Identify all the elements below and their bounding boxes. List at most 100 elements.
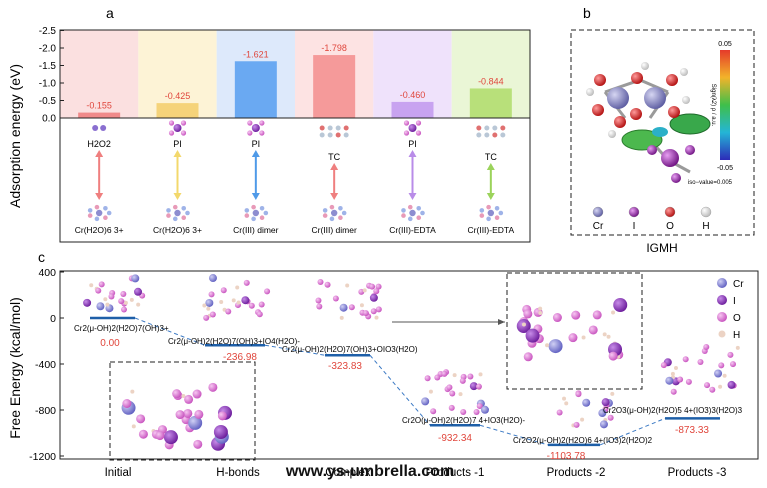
cluster-atom [575, 391, 582, 398]
host-atom [87, 208, 93, 213]
cluster-atom [571, 310, 581, 320]
y-tick-label: -1.5 [39, 61, 57, 72]
bar-value-label: -1.621 [243, 49, 269, 59]
cluster-atom [184, 394, 194, 404]
inset-pointer-arrowhead [498, 319, 505, 325]
state-formula: Cr2(μ-OH)2(H2O)7(OH)3+OIO3(H2O) [282, 345, 418, 354]
cluster-atom [568, 333, 578, 343]
cluster-atom [602, 332, 607, 337]
interaction-arrowhead-up [251, 150, 260, 157]
h2o2-oxygen [92, 125, 99, 131]
host-atom [181, 215, 187, 220]
host-atom [251, 216, 256, 222]
state-formula: Cr2O2(μ-OH)2(H2O)6 4+(IO3)2(H2O)2 [513, 436, 653, 445]
cluster-atom [248, 302, 255, 309]
cluster-atom [610, 391, 615, 396]
interaction-arrowhead-down [408, 193, 417, 200]
adsorbate-label: PI [408, 139, 417, 149]
cluster-atom [315, 297, 322, 304]
cluster-atom [446, 384, 453, 391]
legend-label-h: H [733, 330, 740, 341]
cluster-atom [601, 398, 610, 407]
cluster-atom [682, 356, 689, 363]
cluster-atom [359, 303, 364, 308]
panel-c-letter: c [38, 249, 45, 265]
tc-atom [327, 132, 333, 138]
legend-atom-h [718, 330, 726, 338]
cluster-atom [613, 297, 628, 312]
host-atom [322, 213, 328, 218]
tc-atom [319, 132, 325, 138]
cluster-atom [582, 398, 591, 407]
legend-atom-o [717, 312, 727, 322]
interaction-arrowhead-down [173, 193, 182, 200]
cluster-atom [424, 375, 431, 382]
cluster-atom [123, 300, 128, 305]
legend-label-o: O [666, 221, 674, 232]
inset-h-bonds [109, 361, 256, 461]
cluster-atom [545, 343, 550, 348]
interaction-arrowhead-up [95, 150, 104, 157]
cluster-atom [98, 281, 105, 288]
panel-b-frame [570, 29, 755, 236]
host-atom [401, 213, 406, 218]
cluster-atom [130, 389, 135, 394]
cluster-atom [476, 403, 483, 410]
panel-b-legend: Cr I O H [593, 206, 712, 232]
cluster-atom [129, 297, 134, 302]
host-atom [479, 213, 485, 218]
panel-c: c 400 0 -400 -800 -1200 Free Energy (kcal/mo… [7, 249, 759, 480]
cluster-atom [155, 431, 165, 441]
host-atom [106, 210, 112, 216]
x-label: Products -3 [668, 467, 727, 479]
host-atom [494, 215, 500, 220]
cluster-atom [548, 339, 563, 354]
cluster-atom [163, 430, 178, 445]
legend-label-cr: Cr [733, 279, 744, 290]
host-atom [172, 216, 178, 222]
adsorbate-label: PI [173, 139, 182, 149]
cluster-atom [428, 389, 433, 394]
cluster-atom [523, 309, 533, 319]
cluster-atom [685, 378, 692, 385]
isovalue-label: iso−value=0.005 [688, 180, 733, 186]
cluster-atom [552, 313, 562, 323]
x-label: H-bonds [216, 467, 260, 479]
cluster-atom [192, 389, 202, 399]
y-tick-label: 400 [38, 267, 56, 279]
inset-products [506, 272, 643, 390]
host-atom [87, 213, 93, 218]
cluster-atom [525, 328, 540, 343]
bar-value-label: -0.844 [478, 76, 504, 86]
tc-atom [500, 125, 506, 131]
cluster-atom [122, 399, 132, 409]
panel-c-x-labels: Initial H-bonds Complex Products -1 Products… [105, 467, 727, 479]
cluster-atom [220, 287, 227, 294]
adsorption-bar [156, 103, 199, 118]
cluster-atom [235, 285, 240, 290]
host-label: Cr(H2O)6 3+ [153, 225, 202, 235]
cluster-atom [136, 414, 146, 424]
x-label: Complex [325, 467, 371, 479]
host-atom [401, 208, 406, 213]
colorbar [720, 50, 730, 160]
host-atom [416, 215, 422, 220]
energy-levels: Cr2(μ-OH)2(H2O)7(OH)3+ 0.00 Cr2(μ-OH)2(H2O… [74, 316, 743, 462]
cluster-atom [183, 408, 193, 418]
cluster-atom [369, 293, 378, 302]
cluster-atom [375, 283, 382, 290]
cluster-atom [592, 310, 602, 320]
pi-oxygen [247, 120, 253, 126]
cluster-atom [208, 291, 215, 298]
legend-atom-o [664, 206, 676, 218]
cluster-atom [735, 345, 740, 350]
cluster-atom [258, 301, 265, 308]
cluster-atom [120, 291, 127, 298]
interaction-arrowhead-down [95, 193, 104, 200]
host-atom [244, 208, 250, 213]
legend-label-cr: Cr [593, 221, 604, 232]
state-energy-value: -932.34 [438, 433, 472, 444]
legend-atom-cr [717, 278, 727, 288]
cluster-atom [105, 302, 110, 307]
host-atom [416, 206, 422, 211]
